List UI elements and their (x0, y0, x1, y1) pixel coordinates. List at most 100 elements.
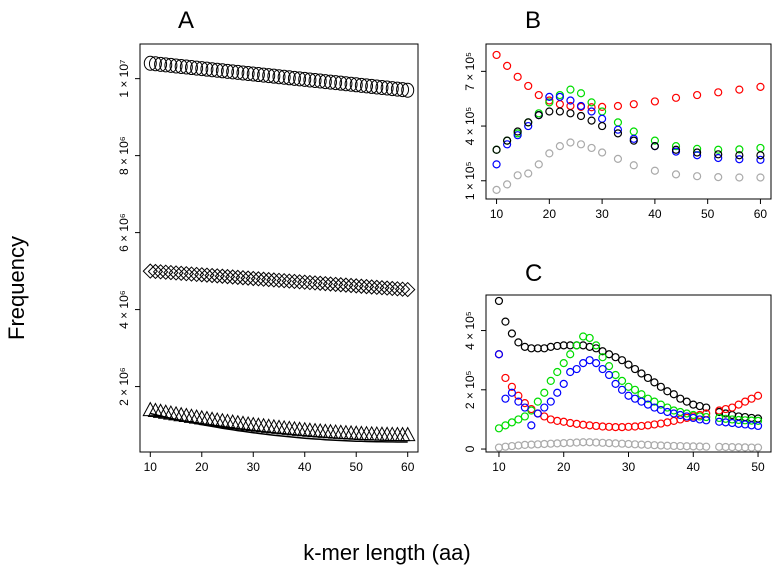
point-diamond (302, 274, 318, 291)
data-point (555, 100, 564, 109)
data-point (566, 350, 575, 359)
data-point (514, 415, 523, 424)
data-point (587, 98, 596, 107)
data-point (695, 401, 704, 411)
point-triangle (260, 418, 277, 433)
data-point (592, 341, 601, 350)
point-circle (143, 55, 157, 71)
data-point (650, 136, 659, 145)
point-diamond (389, 281, 406, 297)
point-triangle (266, 418, 282, 434)
data-point (714, 150, 723, 159)
data-point (533, 397, 542, 406)
data-point (587, 143, 596, 153)
x-tick-label: 20 (195, 460, 209, 474)
data-point (566, 367, 575, 377)
data-point (507, 329, 517, 338)
data-point (611, 353, 620, 362)
data-point (576, 89, 586, 98)
data-point (534, 111, 543, 120)
data-point (714, 153, 723, 163)
data-point (492, 50, 501, 60)
point-circle (282, 70, 296, 86)
data-point (513, 131, 522, 140)
point-circle (257, 67, 271, 83)
data-point (624, 360, 633, 369)
point-diamond (240, 270, 256, 286)
x-tick-label: 10 (490, 207, 504, 221)
y-tick-label: 1 × 10⁵ (463, 161, 477, 200)
data-point (656, 419, 665, 428)
point-circle (190, 60, 204, 76)
data-point (598, 107, 607, 116)
x-tick-label: 30 (595, 207, 609, 221)
data-point (598, 114, 607, 123)
x-axis-label: k-mer length (aa) (303, 540, 471, 565)
data-point (721, 404, 730, 414)
data-point (503, 180, 512, 189)
point-diamond (224, 269, 241, 285)
data-point (637, 369, 646, 378)
data-point (604, 370, 614, 380)
data-point (604, 350, 614, 359)
y-tick-label: 4 × 10⁶ (117, 290, 131, 329)
data-point (613, 154, 623, 163)
point-diamond (286, 273, 303, 290)
point-diamond (322, 276, 339, 292)
data-point (576, 101, 586, 111)
data-point (617, 385, 627, 394)
x-tick-label: 50 (701, 207, 715, 221)
point-circle (226, 64, 240, 80)
point-diamond (394, 281, 411, 297)
data-point (714, 145, 723, 154)
point-diamond (327, 276, 344, 293)
point-diamond (307, 275, 323, 291)
data-point (629, 127, 638, 136)
point-circle (375, 79, 389, 95)
panel-b: B 10 20 30 40 50 60 1 × 10⁵ 4 × 10⁵ 7 × 10⁵ (463, 7, 772, 221)
point-circle (349, 77, 363, 93)
data-point (637, 397, 646, 406)
data-point (592, 344, 601, 353)
point-circle (293, 71, 307, 87)
point-circle (267, 68, 281, 84)
data-point (555, 107, 564, 116)
data-point (624, 382, 633, 391)
data-point (520, 412, 529, 421)
point-circle (195, 61, 209, 77)
point-diamond (255, 271, 272, 287)
data-point (735, 151, 744, 160)
data-point (494, 424, 504, 433)
data-point (604, 361, 614, 371)
y-tick-label: 8 × 10⁶ (117, 136, 131, 175)
point-triangle (224, 414, 241, 429)
point-diamond (338, 277, 354, 293)
data-point (494, 443, 504, 452)
point-triangle (219, 413, 236, 428)
data-point (559, 379, 568, 388)
data-point (579, 332, 588, 341)
series-line-a (150, 412, 408, 443)
data-point (682, 397, 691, 406)
data-point (663, 407, 672, 417)
point-circle (221, 63, 235, 79)
data-point (524, 121, 533, 131)
point-circle (308, 72, 322, 88)
point-triangle (240, 415, 256, 431)
point-diamond (384, 280, 400, 297)
y-axis-label: Frequency (4, 236, 29, 340)
data-point (576, 111, 586, 121)
point-circle (246, 66, 260, 82)
data-point (734, 400, 743, 409)
data-point (671, 145, 681, 154)
data-point (566, 96, 575, 105)
data-point (693, 90, 702, 100)
data-point (587, 116, 596, 125)
point-diamond (348, 278, 364, 294)
point-circle (298, 71, 312, 87)
panel-c: C 10 20 30 40 50 0 2 × 10⁵ 4 × 10⁵ (463, 260, 772, 474)
data-point (520, 342, 529, 351)
data-point (613, 125, 623, 134)
data-point (611, 379, 620, 388)
point-diamond (183, 266, 200, 282)
